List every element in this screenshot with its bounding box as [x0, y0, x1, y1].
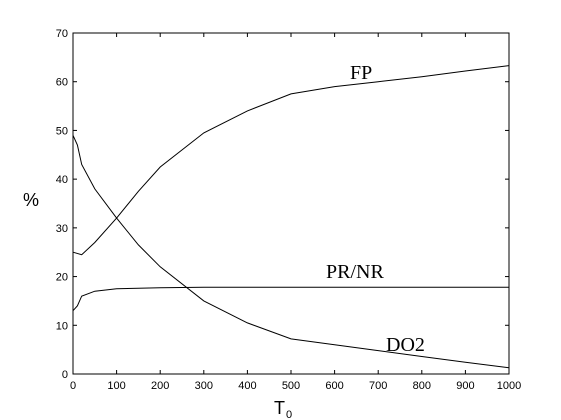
series-label-do2: DO2 [386, 334, 425, 356]
y-tick-label: 0 [62, 369, 68, 381]
y-tick-label: 50 [56, 125, 68, 137]
tick-labels: 0 100 200 300 400 500 600 700 800 900 1000 0 10 20 30 4… [56, 28, 521, 392]
x-tick-label: 900 [456, 380, 474, 392]
x-tick-label: 800 [413, 380, 431, 392]
x-axis-label: T [274, 398, 285, 418]
series-line-do2 [72, 135, 510, 369]
series-line-pr-nr [72, 286, 509, 312]
x-tick-label: 200 [151, 380, 169, 392]
x-tick-label: 300 [195, 380, 213, 392]
y-tick-label: 20 [56, 272, 68, 284]
series-lines [72, 65, 510, 369]
x-tick-label: 100 [107, 380, 125, 392]
y-tick-label: 70 [56, 28, 68, 40]
y-tick-label: 10 [56, 320, 68, 332]
series-line-fp [72, 65, 510, 256]
x-tick-label: 0 [70, 380, 76, 392]
plot-frame [72, 32, 510, 375]
x-tick-label: 700 [369, 380, 387, 392]
x-tick-label: 500 [282, 380, 300, 392]
tick-marks [72, 32, 510, 375]
y-axis-label: % [23, 190, 39, 210]
y-tick-label: 60 [56, 77, 68, 89]
x-tick-label: 400 [238, 380, 256, 392]
series-label-fp: FP [350, 62, 372, 84]
x-tick-label: 600 [325, 380, 343, 392]
series-label-pr-nr: PR/NR [326, 261, 384, 283]
x-axis-label-subscript: 0 [286, 409, 292, 420]
y-tick-label: 30 [56, 223, 68, 235]
series-labels: FP PR/NR DO2 [326, 62, 425, 356]
y-tick-label: 40 [56, 174, 68, 186]
x-tick-label: 1000 [497, 380, 521, 392]
